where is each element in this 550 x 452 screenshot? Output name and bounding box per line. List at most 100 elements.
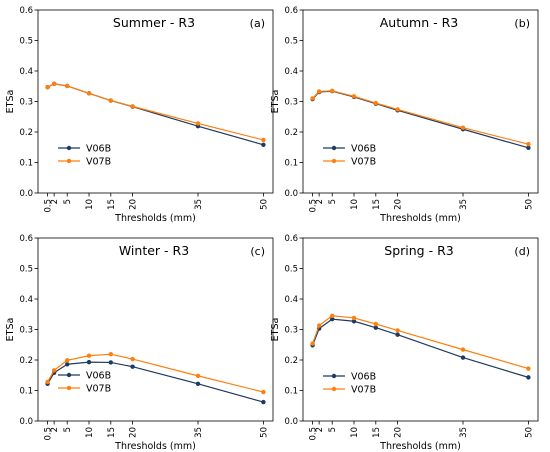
x-tick-label: 50 bbox=[259, 427, 269, 438]
legend-label: V06B bbox=[86, 371, 111, 382]
x-tick-label: 0.5 bbox=[44, 199, 54, 213]
x-axis-label: Thresholds (mm) bbox=[379, 441, 461, 452]
data-point-v07b bbox=[310, 341, 315, 346]
x-tick-label: 35 bbox=[194, 427, 204, 438]
legend-label: V07B bbox=[351, 157, 376, 168]
data-point-v07b bbox=[395, 328, 400, 333]
x-tick-label: 15 bbox=[107, 427, 117, 438]
data-point-v07b bbox=[51, 81, 57, 87]
x-tick-label: 15 bbox=[372, 427, 382, 438]
y-tick-label: 0.3 bbox=[284, 326, 298, 336]
legend-marker bbox=[66, 372, 72, 378]
data-point-v07b bbox=[526, 142, 531, 147]
x-tick-label: 35 bbox=[459, 427, 469, 438]
x-tick-label: 0.5 bbox=[309, 427, 319, 441]
legend-label: V07B bbox=[86, 384, 111, 395]
data-point-v07b bbox=[351, 315, 357, 321]
data-point-v06b bbox=[373, 325, 379, 330]
data-point-v07b bbox=[45, 379, 50, 385]
y-tick-label: 0.6 bbox=[19, 6, 33, 16]
y-tick-label: 0.4 bbox=[19, 67, 33, 77]
data-point-v07b bbox=[261, 137, 266, 143]
chart-panel-4: 0.00.10.20.30.40.50.60.52 5 10 15 20 35 50Thre… bbox=[270, 234, 539, 452]
x-tick-label: 10 bbox=[350, 427, 360, 438]
data-point-v07b bbox=[330, 313, 335, 318]
x-tick-label: 15 bbox=[107, 199, 117, 210]
y-tick-label: 0.2 bbox=[19, 128, 33, 138]
data-point-v07b bbox=[65, 83, 70, 89]
x-tick-label: 5 bbox=[63, 199, 73, 204]
y-axis-label: ETSa bbox=[5, 90, 16, 114]
data-point-v07b bbox=[86, 91, 92, 96]
legend-label: V07B bbox=[351, 385, 376, 396]
y-axis-label: ETSa bbox=[270, 90, 281, 114]
x-tick-label: 20 bbox=[394, 427, 404, 438]
data-point-v06b bbox=[261, 142, 266, 148]
x-tick-label: 10 bbox=[85, 199, 95, 210]
panel-title: Autumn - R3 bbox=[380, 15, 459, 30]
y-tick-label: 0.3 bbox=[284, 98, 298, 108]
series-line-v07b bbox=[312, 315, 529, 370]
data-point-v06b bbox=[108, 360, 114, 365]
data-point-v07b bbox=[310, 96, 315, 101]
x-tick-label: 35 bbox=[194, 199, 204, 210]
x-tick-label: 0.5 bbox=[309, 199, 319, 213]
series-line-v06b bbox=[47, 361, 264, 403]
legend-marker bbox=[66, 158, 72, 164]
panel-title: Winter - R3 bbox=[119, 243, 189, 258]
x-axis-label: Thresholds (mm) bbox=[114, 441, 196, 452]
data-point-v06b bbox=[65, 362, 70, 367]
y-tick-label: 0.1 bbox=[284, 159, 298, 169]
legend-marker bbox=[331, 145, 337, 151]
chart-panel-2: 0.00.10.20.30.40.50.60.52 5 10 15 20 35 50Thre… bbox=[270, 6, 539, 224]
data-point-v07b bbox=[526, 366, 531, 371]
y-tick-label: 0.4 bbox=[19, 295, 33, 305]
x-tick-label: 15 bbox=[372, 199, 382, 210]
legend-label: V06B bbox=[351, 144, 376, 155]
data-point-v07b bbox=[373, 321, 379, 327]
data-point-v06b bbox=[351, 319, 357, 324]
panel-title: Summer - R3 bbox=[113, 15, 195, 30]
y-tick-label: 0.4 bbox=[284, 295, 298, 305]
y-tick-label: 0.4 bbox=[284, 67, 298, 77]
x-tick-label: 50 bbox=[524, 199, 534, 210]
legend-marker bbox=[66, 385, 72, 391]
data-point-v06b bbox=[130, 364, 135, 369]
x-tick-label: 50 bbox=[524, 427, 534, 438]
data-point-v07b bbox=[130, 104, 135, 109]
data-point-v07b bbox=[130, 356, 135, 362]
y-tick-label: 0.1 bbox=[19, 159, 33, 169]
data-point-v07b bbox=[65, 358, 70, 363]
data-point-v07b bbox=[45, 84, 50, 90]
panel-title: Spring - R3 bbox=[384, 243, 453, 258]
y-tick-label: 0.5 bbox=[284, 265, 298, 275]
y-axis-label: ETSa bbox=[5, 318, 16, 342]
legend-label: V06B bbox=[86, 144, 111, 155]
plot-frame bbox=[302, 9, 539, 194]
x-tick-label: 2 bbox=[315, 199, 325, 204]
legend-marker bbox=[331, 373, 337, 379]
y-tick-label: 0.3 bbox=[19, 326, 33, 336]
series-line-v07b bbox=[47, 353, 264, 393]
data-point-v07b bbox=[108, 98, 114, 103]
panel-label: (d) bbox=[514, 245, 530, 258]
y-tick-label: 0.5 bbox=[284, 37, 298, 47]
y-tick-label: 0.2 bbox=[19, 356, 33, 366]
x-tick-label: 35 bbox=[459, 199, 469, 210]
legend-marker bbox=[331, 386, 337, 392]
data-point-v06b bbox=[460, 355, 466, 360]
y-tick-label: 0.2 bbox=[284, 356, 298, 366]
y-tick-label: 0.1 bbox=[284, 387, 298, 397]
legend-label: V06B bbox=[351, 372, 376, 383]
x-tick-label: 10 bbox=[85, 427, 95, 438]
y-tick-label: 0.1 bbox=[19, 387, 33, 397]
data-point-v06b bbox=[526, 145, 531, 151]
data-point-v06b bbox=[526, 375, 531, 380]
x-tick-label: 50 bbox=[259, 199, 269, 210]
x-tick-label: 2 bbox=[315, 427, 325, 432]
y-tick-label: 0.0 bbox=[19, 417, 33, 427]
x-tick-label: 5 bbox=[328, 199, 338, 204]
panel-label: (c) bbox=[250, 245, 265, 258]
data-point-v07b bbox=[460, 347, 466, 352]
